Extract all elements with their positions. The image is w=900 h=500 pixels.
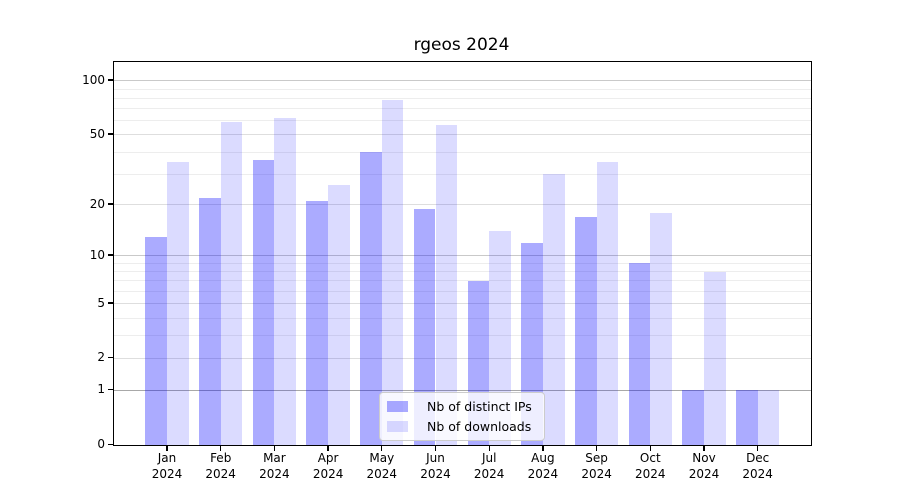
y-tick-mark <box>108 302 113 304</box>
legend-swatch-downloads <box>387 421 408 432</box>
gridline-minor <box>114 173 811 175</box>
gridline-minor <box>114 335 811 337</box>
x-tick-label-nov: Nov 2024 <box>688 451 720 481</box>
legend-label-downloads: Nb of downloads <box>427 419 532 434</box>
y-tick-label-100: 100 <box>82 72 105 87</box>
x-tick-mark <box>703 445 705 451</box>
gridline-minor <box>114 120 811 122</box>
gridline-labeled <box>114 303 811 305</box>
bar-distinct-ips-dec <box>736 390 758 445</box>
x-tick-mark <box>273 445 276 451</box>
y-tick-mark <box>108 203 113 205</box>
x-tick-mark <box>488 445 490 451</box>
bar-distinct-ips-feb <box>199 197 221 445</box>
bar-distinct-ips-sep <box>574 217 597 445</box>
bar-distinct-ips-nov <box>682 390 704 445</box>
gridline-minor <box>114 291 811 293</box>
x-tick-label-aug: Aug 2024 <box>527 451 559 481</box>
x-tick-label-oct: Oct 2024 <box>635 451 666 481</box>
gridline-unit <box>114 389 811 391</box>
gridline-minor <box>114 262 811 264</box>
bar-downloads-oct <box>650 212 672 445</box>
bar-downloads-dec <box>757 390 780 445</box>
bar-downloads-mar <box>274 118 297 445</box>
gridline-labeled <box>114 134 811 136</box>
y-tick-mark <box>108 133 113 135</box>
bar-distinct-ips-may <box>360 152 382 445</box>
bar-distinct-ips-oct <box>628 263 651 445</box>
y-tick-label-1: 1 <box>97 382 105 397</box>
x-tick-label-feb: Feb 2024 <box>205 451 236 481</box>
bar-downloads-may <box>381 100 404 445</box>
legend-row-downloads: Nb of downloads <box>387 419 536 434</box>
bar-downloads-jan <box>167 162 189 445</box>
x-tick-mark <box>166 445 168 451</box>
bar-downloads-jul <box>489 231 511 445</box>
bar-downloads-nov <box>704 271 726 445</box>
y-tick-mark <box>108 254 113 256</box>
x-tick-label-jan: Jan 2024 <box>151 451 183 481</box>
gridline-labeled <box>114 204 811 206</box>
bar-distinct-ips-jun <box>413 208 436 445</box>
y-tick-mark <box>108 388 113 391</box>
x-tick-label-may: May 2024 <box>366 451 398 481</box>
y-tick-mark <box>108 443 113 445</box>
gridline-power <box>114 80 811 82</box>
x-tick-mark <box>595 445 598 451</box>
bar-downloads-jun <box>435 124 458 445</box>
legend: Nb of distinct IPs Nb of downloads <box>379 392 545 441</box>
x-tick-mark <box>649 445 651 451</box>
x-tick-mark <box>381 445 383 451</box>
gridline-minor <box>114 88 811 90</box>
y-tick-label-2: 2 <box>97 350 105 365</box>
x-tick-label-jun: Jun 2024 <box>420 451 451 481</box>
gridline-labeled <box>114 357 811 359</box>
bar-downloads-feb <box>220 122 243 445</box>
legend-label-distinct-ips: Nb of distinct IPs <box>427 399 532 414</box>
legend-row-distinct-ips: Nb of distinct IPs <box>387 399 536 414</box>
gridline-minor <box>114 97 811 99</box>
x-tick-mark <box>327 445 329 451</box>
gridline-minor <box>114 317 811 319</box>
x-tick-mark <box>220 445 222 451</box>
y-tick-mark <box>108 79 113 81</box>
y-tick-label-10: 10 <box>89 247 105 262</box>
x-tick-mark <box>757 445 759 451</box>
gridline-power <box>114 255 811 257</box>
bar-distinct-ips-jan <box>145 236 167 445</box>
gridline-minor <box>114 108 811 110</box>
x-tick-label-mar: Mar 2024 <box>259 451 290 481</box>
bar-distinct-ips-apr <box>306 201 329 445</box>
y-tick-label-5: 5 <box>97 295 105 310</box>
chart-title: rgeos 2024 <box>413 35 510 55</box>
y-tick-label-0: 0 <box>97 437 105 451</box>
bar-downloads-apr <box>328 185 350 445</box>
plot-area: Nb of distinct IPs Nb of downloads <box>113 61 812 446</box>
y-tick-mark <box>108 356 113 359</box>
gridline-minor <box>114 271 811 273</box>
gridline-minor <box>114 151 811 153</box>
legend-swatch-distinct-ips <box>387 401 408 412</box>
y-tick-label-50: 50 <box>89 126 105 141</box>
x-tick-mark <box>434 445 437 451</box>
bar-downloads-sep <box>596 162 619 445</box>
bar-downloads-aug <box>542 174 565 445</box>
x-tick-label-jul: Jul 2024 <box>473 451 505 481</box>
x-tick-label-apr: Apr 2024 <box>312 451 344 481</box>
y-tick-label-20: 20 <box>89 196 105 211</box>
x-tick-label-dec: Dec 2024 <box>742 451 773 481</box>
x-tick-mark <box>542 445 544 451</box>
gridline-minor <box>114 280 811 282</box>
x-tick-label-sep: Sep 2024 <box>581 451 612 481</box>
bar-distinct-ips-mar <box>252 160 275 445</box>
